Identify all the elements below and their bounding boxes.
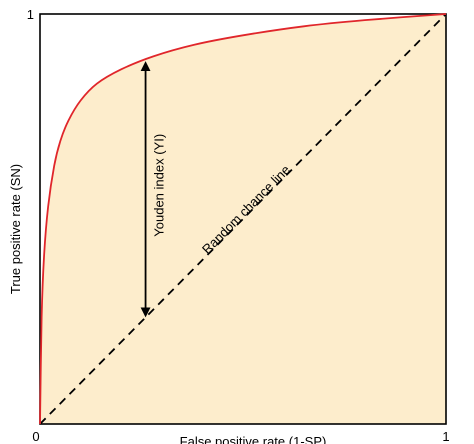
plot-frame: [39, 13, 447, 425]
y-tick-label-1: 1: [27, 7, 34, 22]
x-tick-label-0: 0: [32, 429, 39, 444]
random-chance-line: [39, 13, 447, 425]
y-axis-label: True positive rate (SN): [8, 164, 23, 294]
roc-curve-line: [39, 13, 447, 425]
x-tick-label-1: 1: [442, 429, 449, 444]
x-axis-label: False positive rate (1-SP): [180, 434, 327, 444]
youden-index-label: Youden index (YI): [152, 134, 167, 237]
